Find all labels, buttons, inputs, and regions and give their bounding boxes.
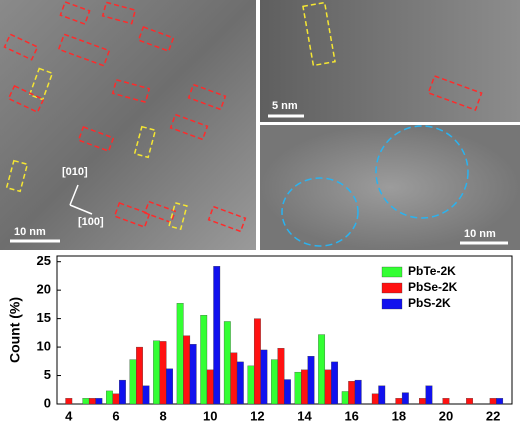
bar [354, 379, 362, 405]
bar [142, 385, 150, 405]
bar [189, 344, 197, 405]
scale-bar-label: 10 nm [14, 226, 46, 238]
direction-label: [010] [62, 166, 88, 178]
y-axis-label: Count (%) [7, 297, 23, 363]
x-tick-label: 12 [250, 408, 264, 422]
bar [284, 379, 291, 405]
bar [253, 318, 261, 405]
bar [371, 393, 379, 405]
bar [318, 334, 326, 405]
bar [159, 341, 167, 405]
bar [230, 352, 238, 405]
bar [442, 398, 450, 405]
bar [271, 359, 278, 405]
bar [213, 266, 221, 405]
legend-label: PbTe-2K [408, 264, 456, 278]
bar [489, 398, 497, 405]
bar [223, 321, 231, 405]
bar [378, 385, 386, 405]
bar [112, 393, 120, 405]
x-tick-label: 18 [392, 408, 406, 422]
x-tick-label: 4 [65, 408, 73, 422]
tem-top-right: 5 nm [260, 0, 520, 122]
bar [260, 349, 268, 405]
bar [106, 390, 113, 405]
bar [153, 340, 160, 405]
bar [200, 315, 208, 405]
legend-swatch [381, 298, 403, 310]
bar [183, 335, 191, 405]
bar [301, 369, 308, 405]
bar [247, 365, 255, 405]
bar [496, 398, 504, 405]
x-tick-label: 20 [439, 408, 453, 422]
bar [348, 381, 356, 405]
x-tick-label: 16 [344, 408, 358, 422]
bar [129, 359, 137, 405]
bar [277, 348, 285, 405]
bar [425, 385, 433, 405]
bar [166, 368, 173, 405]
bar [88, 398, 96, 405]
legend-swatch [381, 266, 403, 278]
x-tick-label: 22 [486, 408, 500, 422]
scale-bar-label: 5 nm [272, 100, 298, 112]
bar [324, 369, 332, 405]
bar [395, 398, 403, 405]
x-tick-label: 14 [297, 408, 312, 422]
bar [176, 303, 184, 405]
y-tick-label: 25 [37, 253, 51, 268]
y-tick-label: 15 [37, 310, 51, 325]
bar [331, 361, 339, 405]
bar [466, 398, 473, 405]
x-tick-label: 10 [203, 408, 217, 422]
bar [236, 361, 244, 405]
bar [206, 369, 214, 405]
legend-label: PbSe-2K [408, 280, 458, 294]
bar [95, 398, 103, 405]
bar [136, 346, 143, 405]
bar [307, 356, 315, 405]
direction-label: [100] [78, 216, 104, 228]
y-tick-label: 10 [37, 339, 51, 354]
bar [294, 371, 302, 405]
bar [119, 379, 126, 405]
legend-swatch [381, 282, 403, 294]
y-tick-label: 5 [44, 367, 51, 382]
scale-bar-label: 10 nm [464, 228, 496, 240]
bar [419, 398, 426, 405]
y-tick-label: 0 [44, 395, 51, 410]
y-tick-label: 20 [37, 282, 51, 297]
tem-left: [010] [100] 10 nm [0, 0, 256, 250]
x-tick-label: 8 [159, 408, 166, 422]
legend-label: PbS-2K [408, 296, 451, 310]
tem-bottom-right: 10 nm [260, 125, 520, 250]
bar [65, 398, 73, 405]
bar [82, 398, 90, 405]
bar [341, 391, 349, 405]
x-tick-label: 6 [112, 408, 119, 422]
bar [401, 392, 409, 405]
